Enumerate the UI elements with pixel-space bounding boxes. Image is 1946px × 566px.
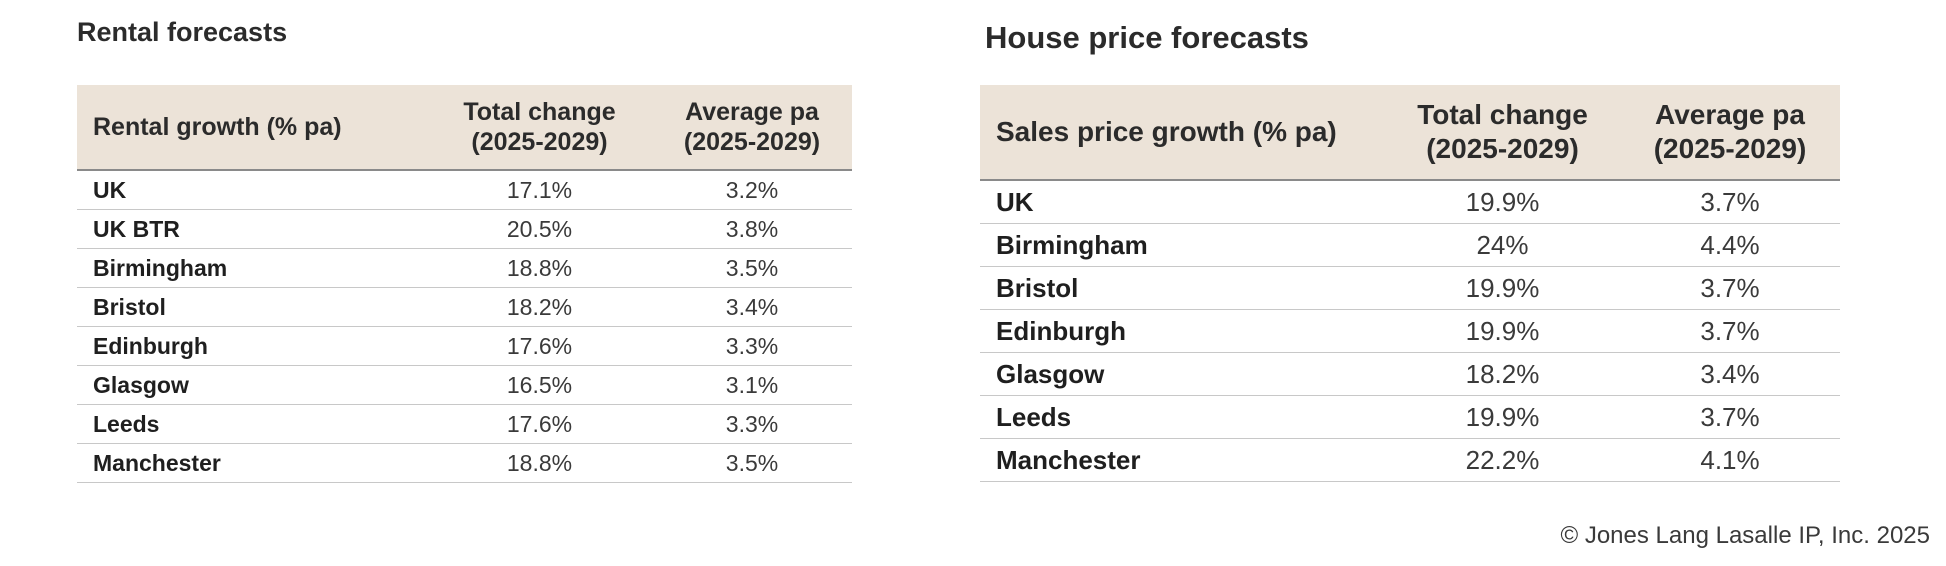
total-change-cell: 18.8%: [427, 248, 652, 288]
row-name-cell: Leeds: [980, 395, 1385, 439]
total-change-cell: 19.9%: [1385, 266, 1620, 310]
row-name-cell: Birmingham: [77, 248, 427, 288]
row-name-cell: Birmingham: [980, 223, 1385, 267]
row-name-cell: Manchester: [77, 443, 427, 483]
row-name-cell: UK BTR: [77, 209, 427, 249]
total-change-cell: 22.2%: [1385, 438, 1620, 482]
average-pa-cell: 4.1%: [1620, 438, 1840, 482]
total-change-cell: 19.9%: [1385, 180, 1620, 224]
row-name-cell: Edinburgh: [980, 309, 1385, 353]
row-name-cell: Glasgow: [980, 352, 1385, 396]
total-change-cell: 17.1%: [427, 170, 652, 210]
row-name-cell: Edinburgh: [77, 326, 427, 366]
row-name-cell: Manchester: [980, 438, 1385, 482]
table-row: Edinburgh 17.6% 3.3%: [77, 326, 852, 366]
table-header-row: Rental growth (% pa) Total change (2025-…: [77, 85, 852, 170]
table-row: Manchester 22.2% 4.1%: [980, 438, 1840, 482]
average-pa-cell: 3.7%: [1620, 395, 1840, 439]
total-change-header-line1: Total change: [1417, 99, 1588, 131]
table-row: Edinburgh 19.9% 3.7%: [980, 309, 1840, 353]
total-change-header: Total change (2025-2029): [1385, 85, 1620, 180]
row-name-cell: Leeds: [77, 404, 427, 444]
table-row: Bristol 19.9% 3.7%: [980, 266, 1840, 310]
total-change-cell: 19.9%: [1385, 395, 1620, 439]
total-change-cell: 24%: [1385, 223, 1620, 267]
average-pa-cell: 3.7%: [1620, 309, 1840, 353]
average-pa-cell: 3.7%: [1620, 180, 1840, 224]
total-change-cell: 17.6%: [427, 404, 652, 444]
total-change-cell: 19.9%: [1385, 309, 1620, 353]
table-row: Birmingham 18.8% 3.5%: [77, 248, 852, 288]
table-row: UK BTR 20.5% 3.8%: [77, 209, 852, 249]
table-row: Glasgow 18.2% 3.4%: [980, 352, 1840, 396]
average-pa-header-line1: Average pa: [1655, 99, 1805, 131]
total-change-header-line2: (2025-2029): [1426, 133, 1579, 164]
average-pa-cell: 3.4%: [1620, 352, 1840, 396]
total-change-header-line1: Total change: [463, 98, 616, 126]
average-pa-header: Average pa (2025-2029): [1620, 85, 1840, 180]
sales-price-growth-header: Sales price growth (% pa): [996, 116, 1337, 148]
copyright-notice: © Jones Lang Lasalle IP, Inc. 2025: [1560, 522, 1930, 549]
average-pa-header-line2: (2025-2029): [1653, 133, 1807, 164]
row-name-cell: UK: [77, 170, 427, 210]
total-change-header: Total change (2025-2029): [427, 85, 652, 170]
average-pa-cell: 3.2%: [652, 170, 852, 210]
average-pa-cell: 3.8%: [652, 209, 852, 249]
average-pa-cell: 3.1%: [652, 365, 852, 405]
average-pa-cell: 4.4%: [1620, 223, 1840, 267]
average-pa-cell: 3.4%: [652, 287, 852, 327]
table-row: Leeds 19.9% 3.7%: [980, 395, 1840, 439]
total-change-header-line2: (2025-2029): [471, 128, 608, 156]
table-row: UK 17.1% 3.2%: [77, 170, 852, 210]
average-pa-cell: 3.3%: [652, 404, 852, 444]
table-row: Leeds 17.6% 3.3%: [77, 404, 852, 444]
average-pa-cell: 3.3%: [652, 326, 852, 366]
house-table-body: UK 19.9% 3.7% Birmingham 24% 4.4% Bristol 19.9%…: [980, 180, 1840, 482]
average-pa-cell: 3.7%: [1620, 266, 1840, 310]
table-row: UK 19.9% 3.7%: [980, 180, 1840, 224]
house-price-forecasts-title: House price forecasts: [985, 20, 1309, 55]
average-pa-header-line2: (2025-2029): [683, 128, 821, 156]
rental-forecasts-table: Rental growth (% pa) Total change (2025-…: [77, 85, 852, 483]
row-name-cell: UK: [980, 180, 1385, 224]
rental-growth-header: Rental growth (% pa): [93, 113, 342, 141]
total-change-cell: 20.5%: [427, 209, 652, 249]
rental-table-body: UK 17.1% 3.2% UK BTR 20.5% 3.8% Birmingham 18.8…: [77, 170, 852, 483]
table-row: Manchester 18.8% 3.5%: [77, 443, 852, 483]
row-name-cell: Glasgow: [77, 365, 427, 405]
total-change-cell: 17.6%: [427, 326, 652, 366]
table-row: Bristol 18.2% 3.4%: [77, 287, 852, 327]
average-pa-cell: 3.5%: [652, 443, 852, 483]
house-price-forecasts-table: Sales price growth (% pa) Total change (…: [980, 85, 1840, 482]
total-change-cell: 16.5%: [427, 365, 652, 405]
total-change-cell: 18.2%: [427, 287, 652, 327]
total-change-cell: 18.8%: [427, 443, 652, 483]
row-name-cell: Bristol: [980, 266, 1385, 310]
rental-forecasts-title: Rental forecasts: [77, 17, 288, 47]
average-pa-header: Average pa (2025-2029): [652, 85, 852, 170]
total-change-cell: 18.2%: [1385, 352, 1620, 396]
table-header-row: Sales price growth (% pa) Total change (…: [980, 85, 1840, 180]
row-name-cell: Bristol: [77, 287, 427, 327]
average-pa-header-line1: Average pa: [685, 98, 819, 126]
table-row: Glasgow 16.5% 3.1%: [77, 365, 852, 405]
table-row: Birmingham 24% 4.4%: [980, 223, 1840, 267]
average-pa-cell: 3.5%: [652, 248, 852, 288]
